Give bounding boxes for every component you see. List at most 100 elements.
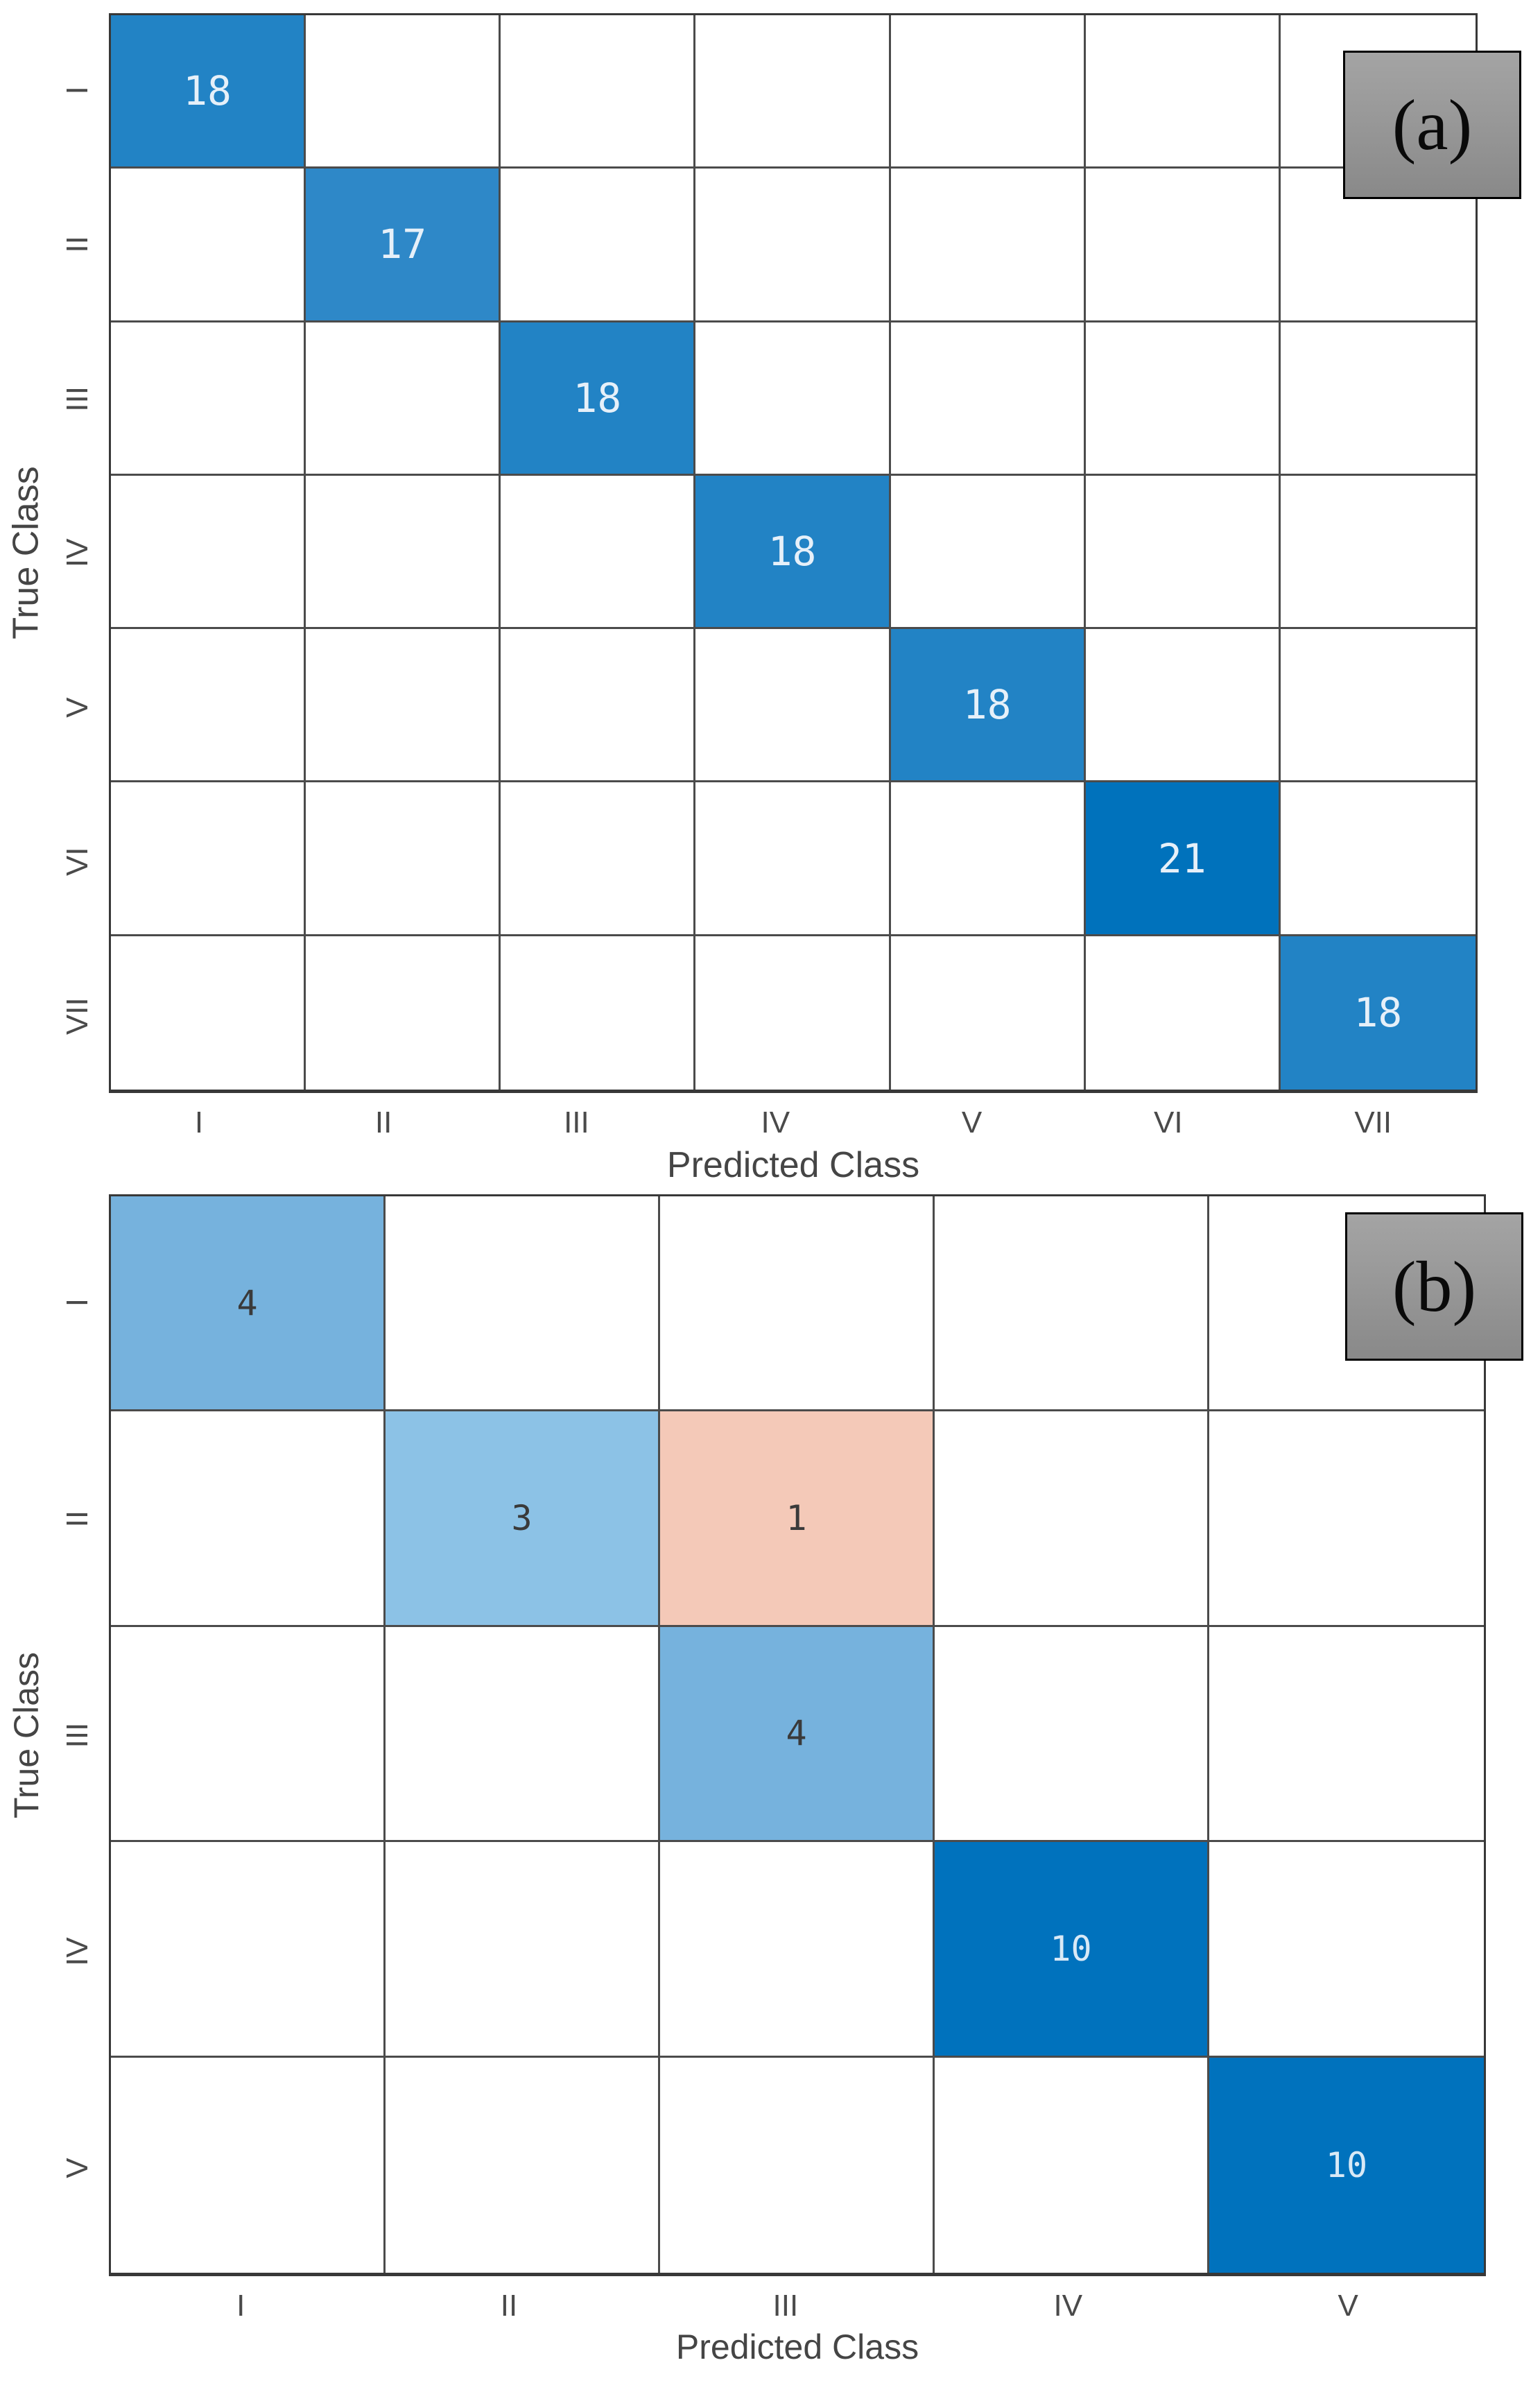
y-axis-label-text: True Class — [7, 1652, 46, 1818]
matrix-cell — [660, 1842, 935, 2058]
matrix-cell — [306, 15, 501, 169]
y-tick-label: VI — [60, 847, 94, 877]
matrix-cell — [935, 2057, 1209, 2273]
matrix-cell: 18 — [695, 475, 891, 630]
matrix-cell — [890, 475, 1086, 630]
x-tick-row-a: I II III IV V VI VII — [109, 1103, 1478, 1142]
matrix-cell — [111, 475, 306, 630]
y-tick-col-b: I II III IV V — [46, 1194, 110, 2276]
matrix-cell: 1 — [660, 1411, 935, 1627]
matrix-cell: 10 — [935, 1842, 1209, 2058]
matrix-cell — [890, 169, 1086, 322]
y-tick-label: I — [60, 1298, 94, 1307]
x-axis-label-a: Predicted Class — [666, 1145, 920, 1185]
matrix-cell — [695, 322, 891, 476]
matrix-cell — [111, 1842, 386, 2058]
matrix-cell — [111, 782, 306, 936]
matrix-cell — [111, 1411, 386, 1627]
matrix-cell — [890, 15, 1086, 169]
matrix-cell — [111, 1626, 386, 1843]
matrix-cell — [1280, 629, 1476, 783]
x-tick-label: II — [374, 1106, 392, 1139]
matrix-cell — [306, 782, 501, 936]
matrix-cell — [306, 322, 501, 476]
matrix-cell — [935, 1626, 1209, 1843]
matrix-cell — [1085, 322, 1281, 476]
matrix-cell: 4 — [111, 1196, 386, 1412]
matrix-cell — [306, 936, 501, 1090]
matrix-cell — [695, 629, 891, 783]
matrix-cell — [111, 322, 306, 476]
matrix-cell — [501, 936, 696, 1090]
x-tick-label: V — [1338, 2289, 1358, 2323]
matrix-cell: 4 — [660, 1626, 935, 1843]
matrix-cell — [935, 1411, 1209, 1627]
matrix-cell — [501, 475, 696, 630]
matrix-cell — [1209, 1411, 1484, 1627]
matrix-cell — [501, 15, 696, 169]
x-tick-label: VII — [1354, 1106, 1392, 1139]
matrix-cell — [1085, 936, 1281, 1090]
y-tick-col-a: I II III IV V VI VII — [46, 13, 110, 1093]
matrix-cell — [501, 782, 696, 936]
matrix-cell: 10 — [1209, 2057, 1484, 2273]
matrix-cell — [386, 1196, 660, 1412]
y-tick-label: V — [60, 2158, 94, 2178]
matrix-cell — [695, 169, 891, 322]
matrix-cell — [386, 1842, 660, 2058]
matrix-cell — [111, 936, 306, 1090]
matrix-cell: 18 — [1280, 936, 1476, 1090]
matrix-cell — [111, 169, 306, 322]
x-tick-label: VI — [1153, 1106, 1183, 1139]
matrix-cell — [660, 1196, 935, 1412]
matrix-cell — [890, 936, 1086, 1090]
x-tick-label: IV — [1053, 2289, 1083, 2323]
matrix-cell — [306, 475, 501, 630]
y-tick-label: IV — [60, 1937, 94, 1966]
y-tick-label: V — [60, 697, 94, 718]
y-tick-label: I — [60, 86, 94, 95]
matrix-cell: 21 — [1085, 782, 1281, 936]
matrix-cell — [935, 1196, 1209, 1412]
x-axis-label-b: Predicted Class — [675, 2328, 919, 2366]
x-tick-label: III — [564, 1106, 589, 1139]
matrix-cell — [695, 936, 891, 1090]
y-tick-label: II — [60, 1510, 94, 1528]
y-tick-label: III — [60, 386, 94, 412]
matrix-cell — [501, 169, 696, 322]
matrix-cell — [1209, 1842, 1484, 2058]
panel-tag-text: (b) — [1392, 1246, 1477, 1327]
matrix-cell — [1280, 475, 1476, 630]
matrix-cell — [386, 2057, 660, 2273]
matrix-grid-a: 18 17 18 18 18 21 18 — [109, 13, 1478, 1093]
matrix-cell — [1085, 15, 1281, 169]
matrix-cell — [306, 629, 501, 783]
y-axis-label-text: True Class — [6, 466, 46, 639]
matrix-cell — [1280, 322, 1476, 476]
panel-tag-text: (a) — [1392, 85, 1473, 165]
matrix-cell: 18 — [890, 629, 1086, 783]
x-tick-label: V — [961, 1106, 983, 1139]
panel-tag-b: (b) — [1345, 1212, 1523, 1361]
matrix-cell — [695, 15, 891, 169]
matrix-cell — [1085, 475, 1281, 630]
matrix-cell — [1209, 1626, 1484, 1843]
matrix-cell — [386, 1626, 660, 1843]
matrix-cell: 18 — [501, 322, 696, 476]
matrix-cell — [111, 2057, 386, 2273]
x-tick-label: II — [500, 2289, 518, 2323]
matrix-cell: 17 — [306, 169, 501, 322]
matrix-cell: 18 — [111, 15, 306, 169]
y-tick-label: VII — [60, 997, 94, 1035]
matrix-cell — [890, 782, 1086, 936]
matrix-grid-b: 4 3 1 4 10 10 — [109, 1194, 1486, 2276]
matrix-cell — [1085, 629, 1281, 783]
matrix-cell — [660, 2057, 935, 2273]
matrix-cell — [111, 629, 306, 783]
matrix-cell — [890, 322, 1086, 476]
x-tick-label: IV — [761, 1106, 790, 1139]
x-tick-label: I — [236, 2289, 245, 2323]
matrix-cell — [1280, 782, 1476, 936]
x-tick-label: I — [194, 1106, 204, 1139]
